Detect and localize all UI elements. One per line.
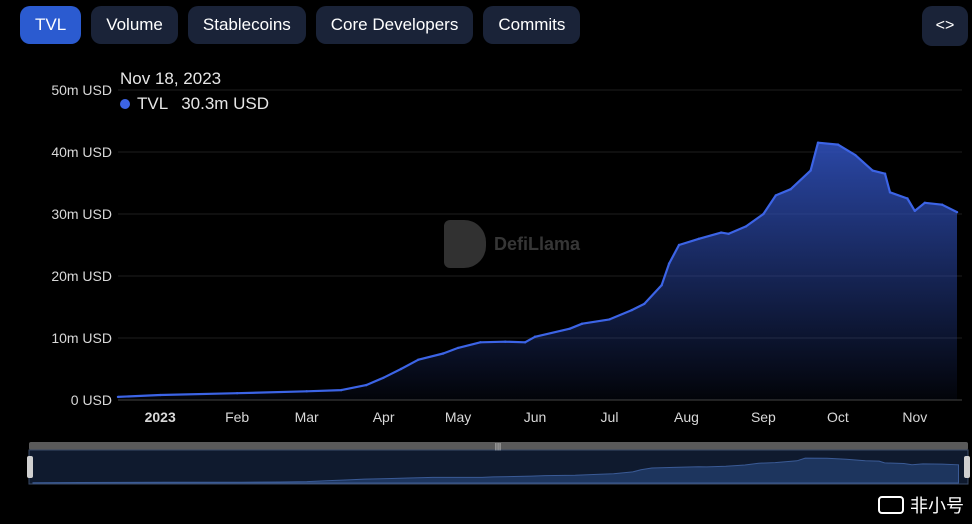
tab-volume[interactable]: Volume [91,6,178,44]
series-point-0-41 [955,210,959,214]
y-tick-label-5: 50m USD [51,82,112,98]
chart-tab-bar: TVL Volume Stablecoins Core Developers C… [20,6,581,44]
slider-right-handle[interactable] [964,456,970,478]
x-tick-label-0: 2023 [145,409,176,425]
bottom-logo-text: 非小号 [910,496,964,516]
series-point-0-25 [727,232,730,236]
series-point-0-29 [789,188,792,191]
llama-icon [444,220,486,268]
code-brackets-icon: <> [935,17,955,34]
series-point-0-14 [533,335,537,338]
series-point-0-3 [305,390,308,393]
x-tick-label-5: Jun [524,409,547,425]
defillama-watermark: DefiLlama [444,220,580,268]
series-point-0-17 [608,318,611,321]
toggle-icon [878,496,904,514]
x-tick-label-7: Aug [674,409,699,425]
x-tick-label-6: Jul [601,409,619,425]
series-point-0-13 [523,341,527,344]
tooltip-series-name: TVL [137,94,169,113]
feixiaohao-logo: 非小号 [878,492,964,518]
series-point-0-26 [744,225,748,228]
series-point-0-6 [382,376,385,379]
y-tick-label-2: 20m USD [51,268,112,284]
x-tick-label-2: Mar [295,409,319,425]
series-point-0-33 [854,153,857,157]
tab-core-developers[interactable]: Core Developers [315,6,474,44]
series-point-0-37 [906,197,909,200]
y-tick-label-0: 0 USD [71,392,112,408]
slider-mini-area [32,457,959,484]
series-point-0-4 [340,388,343,392]
x-tick-label-9: Oct [827,409,849,425]
series-point-0-5 [365,383,368,387]
series-point-0-19 [643,302,646,306]
x-tick-label-8: Sep [751,409,776,425]
series-point-0-40 [940,203,944,206]
slider-left-handle[interactable] [27,456,33,478]
series-point-0-27 [762,212,765,216]
series-point-0-22 [677,243,681,247]
series-point-0-9 [441,352,445,355]
slider-grip-icon[interactable]: ||| [495,442,501,451]
x-tick-label-1: Feb [225,409,249,425]
series-point-0-2 [235,391,239,395]
time-range-slider[interactable]: ||| [27,440,970,486]
x-tick-label-4: May [445,409,471,425]
series-point-0-12 [504,340,507,343]
tab-tvl[interactable]: TVL [20,6,82,44]
watermark-text: DefiLlama [494,233,581,254]
y-tick-label-4: 40m USD [51,144,112,160]
series-point-0-21 [667,262,671,265]
series-point-0-35 [883,172,887,175]
x-tick-label-3: Apr [373,409,395,425]
series-dot-icon [120,99,130,109]
series-point-0-39 [923,201,926,205]
tooltip-value: 30.3m USD [181,94,270,113]
series-point-0-1 [159,393,162,397]
series-point-0-10 [456,346,460,350]
series-point-0-38 [913,209,917,213]
tvl-chart[interactable]: 0 USD 10m USD 20m USD 30m USD 40m USD 50m USD… [0,0,972,440]
tooltip-value-row: TVL 30.3m USD [120,94,269,114]
series-point-0-30 [809,169,812,172]
y-tick-label-1: 10m USD [51,330,112,346]
series-point-0-32 [836,143,840,146]
series-area-0 [118,142,957,400]
series-point-0-7 [399,367,403,371]
series-point-0-23 [697,237,701,240]
series-point-0-16 [581,322,584,325]
series-point-0-24 [720,231,723,234]
series-point-0-20 [660,284,663,287]
series-point-0-34 [871,169,874,172]
y-tick-label-3: 30m USD [51,206,112,222]
tooltip-date: Nov 18, 2023 [120,69,222,88]
series-line-0 [117,141,958,398]
x-tick-label-10: Nov [902,409,927,425]
series-point-0-8 [417,358,420,361]
embed-button[interactable]: <> [922,6,968,46]
tab-commits[interactable]: Commits [483,6,581,44]
tab-stablecoins[interactable]: Stablecoins [187,6,306,44]
series-point-0-36 [888,191,892,194]
series-point-0-18 [630,308,634,312]
series-point-0-31 [816,141,820,144]
slider-top-bar[interactable] [29,442,968,450]
series-point-0-15 [568,327,571,330]
series-point-0-28 [774,194,778,197]
series-point-0-11 [479,341,482,344]
series-point-0-0 [116,395,120,399]
